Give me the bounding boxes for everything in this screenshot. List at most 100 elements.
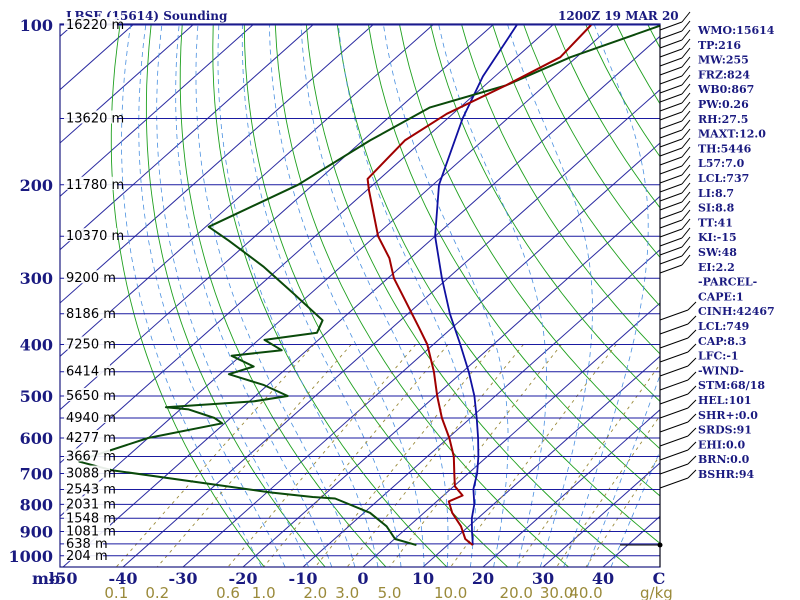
wind-barb (659, 218, 691, 238)
temperature-tick-label: 0 (357, 569, 368, 588)
index-label: SRDS:91 (698, 424, 752, 437)
moist-adiabat (241, 25, 402, 567)
mixing-ratio-line (515, 363, 660, 567)
wind-barb (659, 209, 691, 229)
moist-adiabat (610, 450, 660, 567)
dry-adiabat (274, 25, 569, 567)
dry-adiabat (110, 25, 265, 567)
index-label: CAPE:1 (698, 290, 744, 303)
index-label: TT:41 (698, 216, 733, 229)
wind-barb (659, 371, 697, 391)
wind-barb (659, 92, 691, 112)
wind-barb (659, 200, 691, 220)
moist-adiabat (175, 25, 333, 567)
pressure-tick-label: 400 (20, 336, 53, 355)
grid-layer (59, 23, 800, 568)
height-label: 5650 m (66, 389, 116, 404)
mixing-ratio-line (156, 344, 352, 567)
temperature-unit: C (653, 569, 666, 588)
pressure-tick-label: 700 (20, 465, 53, 484)
index-label: HEL:101 (698, 394, 752, 407)
dry-adiabat (772, 25, 800, 567)
height-label: 7250 m (66, 338, 116, 353)
wind-barb (659, 155, 691, 175)
moist-adiabat (338, 25, 477, 567)
isotherm-line (60, 25, 314, 251)
moist-adiabat (195, 25, 356, 567)
temperature-tick-label: -50 (49, 569, 78, 588)
isotherm-line (62, 35, 660, 567)
index-label: TH:5446 (698, 142, 752, 155)
wind-barb (659, 119, 691, 139)
height-label: 2543 m (66, 482, 116, 497)
wind-barb (659, 29, 691, 49)
moist-adiabat (121, 25, 262, 567)
wind-barb (659, 146, 691, 166)
pressure-tick-label: 100 (20, 16, 53, 35)
isotherm-line (242, 195, 660, 567)
index-label: MW:255 (698, 54, 749, 67)
temperature-tick-label: 20 (472, 569, 494, 588)
moist-adiabat (269, 25, 425, 567)
index-label: TP:216 (698, 39, 741, 52)
index-label: L57:7.0 (698, 157, 745, 170)
isotherm-line (482, 408, 660, 567)
wind-barb (659, 254, 691, 274)
moist-adiabat (438, 25, 547, 567)
index-label: BSHR:94 (698, 468, 754, 481)
moist-adiabat (138, 25, 286, 567)
isotherm-line (60, 25, 374, 304)
dry-adiabat (243, 25, 509, 567)
dry-adiabat (741, 25, 800, 567)
dry-adiabat (461, 25, 660, 355)
mixing-ratio-tick-label: 20.0 (500, 584, 533, 600)
height-label: 1081 m (66, 524, 116, 539)
wind-barb (659, 399, 697, 419)
height-label: 9200 m (66, 271, 116, 286)
temperature-tick-label: -10 (289, 569, 318, 588)
isotherm-line (60, 25, 254, 198)
wind-barb (659, 385, 697, 405)
dry-adiabat (430, 25, 660, 402)
wind-barb (659, 357, 697, 377)
dry-adiabat (336, 25, 660, 544)
index-label: BRN:0.0 (698, 453, 750, 466)
pressure-tick-label: 900 (20, 522, 53, 541)
mixing-ratio-line (389, 344, 562, 567)
wind-barb (659, 413, 697, 433)
mixing-ratio-unit: g/kg (640, 584, 673, 600)
index-label: KI:-15 (698, 231, 737, 244)
wind-barb (659, 101, 691, 121)
moist-adiabat (300, 25, 449, 567)
dry-adiabat (179, 25, 387, 567)
index-label: LI:8.7 (698, 187, 734, 200)
wind-barbs (620, 11, 697, 567)
temperature-tick-label: 10 (412, 569, 434, 588)
pressure-tick-label: 200 (20, 176, 53, 195)
mixing-ratio-tick-label: 3.0 (335, 584, 359, 600)
mixing-ratio-tick-label: 2.0 (303, 584, 327, 600)
wind-barb (659, 137, 691, 157)
moist-adiabat (217, 25, 379, 567)
height-label: 16220 m (66, 18, 124, 33)
wind-barb (659, 182, 691, 202)
moist-adiabat (383, 25, 509, 567)
mixing-ratio-line (314, 344, 495, 567)
wind-barb (659, 301, 697, 321)
wind-barb (659, 173, 691, 193)
wind-barb (659, 20, 691, 40)
height-label: 3088 m (66, 467, 116, 482)
wind-barb (659, 38, 691, 58)
wind-barb (659, 427, 697, 447)
index-label: PW:0.26 (698, 98, 749, 111)
index-label: SHR+:0.0 (698, 409, 758, 422)
index-label: LFC:-1 (698, 350, 739, 363)
wind-barb (659, 191, 691, 211)
mixing-ratio-line (346, 344, 524, 567)
pressure-tick-label: 1000 (8, 547, 53, 566)
wind-barb (659, 56, 691, 76)
temperature-tick-label: -40 (109, 569, 138, 588)
mixing-ratio-tick-label: 5.0 (378, 584, 402, 600)
wind-barb (659, 329, 697, 349)
mixing-ratio-tick-label: 0.2 (145, 584, 169, 600)
